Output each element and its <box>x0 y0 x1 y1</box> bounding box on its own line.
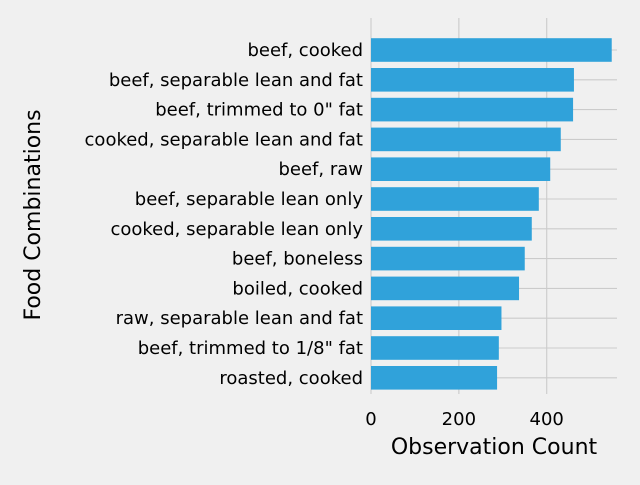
y-tick-label: beef, cooked <box>247 40 363 61</box>
x-tick-label: 200 <box>442 409 476 430</box>
y-tick-label: boiled, cooked <box>232 278 363 299</box>
y-tick-label: beef, boneless <box>232 249 363 270</box>
bar <box>371 306 502 330</box>
y-tick-label: roasted, cooked <box>219 368 363 389</box>
bar <box>371 217 532 241</box>
bar <box>371 336 499 360</box>
y-tick-label: beef, separable lean only <box>135 189 364 210</box>
bar <box>371 276 520 301</box>
bar <box>371 38 612 62</box>
x-tick-label: 400 <box>530 409 564 430</box>
x-axis-label: Observation Count <box>391 435 598 460</box>
bar <box>371 366 498 390</box>
y-tick-label: beef, separable lean and fat <box>109 70 363 91</box>
x-tick-labels: 0 200 400 <box>365 409 564 430</box>
x-tick-label: 0 <box>365 409 376 430</box>
bars-group <box>371 38 612 390</box>
y-tick-label: beef, trimmed to 1/8" fat <box>138 338 363 359</box>
y-axis-label: Food Combinations <box>21 109 46 320</box>
y-tick-label: cooked, separable lean and fat <box>85 129 363 150</box>
bar <box>371 157 551 181</box>
bar <box>371 68 574 92</box>
bar <box>371 246 525 271</box>
y-tick-label: beef, trimmed to 0" fat <box>155 100 363 121</box>
bar <box>371 187 539 211</box>
bar <box>371 97 574 122</box>
y-tick-label: beef, raw <box>278 159 363 180</box>
y-tick-labels: beef, cooked beef, separable lean and fat… <box>85 40 364 389</box>
y-tick-label: cooked, separable lean only <box>110 219 363 240</box>
bar <box>371 127 561 152</box>
y-tick-label: raw, separable lean and fat <box>116 308 363 329</box>
